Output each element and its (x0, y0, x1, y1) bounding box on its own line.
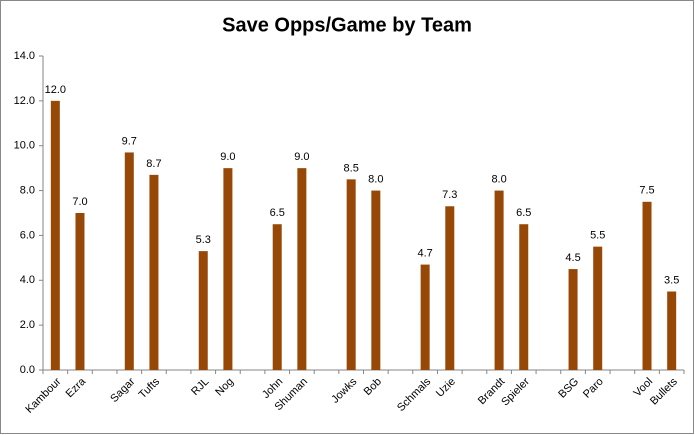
bar (297, 168, 307, 370)
bar (272, 224, 282, 370)
value-label: 12.0 (45, 84, 66, 96)
bar (593, 246, 603, 370)
y-tick-label: 0.0 (20, 364, 35, 376)
y-tick-label: 4.0 (20, 274, 35, 286)
value-label: 4.5 (565, 252, 580, 264)
bar (50, 100, 60, 370)
value-label: 8.0 (491, 173, 506, 185)
bar (667, 291, 677, 370)
bar (346, 179, 356, 370)
chart-title: Save Opps/Game by Team (222, 14, 472, 36)
value-label: 6.5 (516, 207, 531, 219)
y-tick-label: 14.0 (14, 50, 35, 62)
y-tick-label: 12.0 (14, 95, 35, 107)
value-label: 8.7 (146, 158, 161, 170)
y-tick-label: 8.0 (20, 184, 35, 196)
bar (642, 201, 652, 370)
y-tick-label: 6.0 (20, 229, 35, 241)
bar (198, 251, 208, 370)
bar (124, 152, 134, 370)
value-label: 4.7 (417, 247, 432, 259)
bar (568, 269, 578, 370)
value-label: 8.0 (368, 173, 383, 185)
y-tick-label: 10.0 (14, 140, 35, 152)
value-label: 7.5 (639, 185, 654, 197)
bar (420, 264, 430, 370)
bar (494, 190, 504, 370)
value-label: 9.0 (294, 151, 309, 163)
value-label: 7.3 (442, 189, 457, 201)
value-label: 7.0 (72, 196, 87, 208)
bar (445, 206, 455, 370)
value-label: 6.5 (270, 207, 285, 219)
bar (371, 190, 381, 370)
value-label: 3.5 (664, 274, 679, 286)
bar (223, 168, 233, 370)
value-label: 8.5 (344, 162, 359, 174)
bar (519, 224, 529, 370)
value-label: 9.7 (122, 135, 137, 147)
bar (149, 174, 159, 370)
y-tick-label: 2.0 (20, 319, 35, 331)
value-label: 5.5 (590, 230, 605, 242)
value-label: 5.3 (196, 234, 211, 246)
bar (75, 213, 85, 370)
value-label: 9.0 (220, 151, 235, 163)
